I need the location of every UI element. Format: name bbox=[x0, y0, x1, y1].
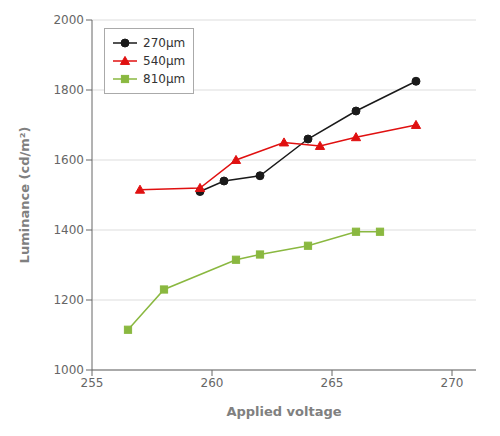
svg-text:Luminance (cd/m²): Luminance (cd/m²) bbox=[17, 127, 32, 264]
html-text:270μm: 270μm bbox=[143, 36, 186, 50]
svg-text:Applied voltage: Applied voltage bbox=[226, 404, 341, 419]
html-text:810μm: 810μm bbox=[143, 72, 186, 86]
svg-text:1800: 1800 bbox=[53, 83, 84, 97]
svg-text:1000: 1000 bbox=[53, 363, 84, 377]
svg-text:1200: 1200 bbox=[53, 293, 84, 307]
svg-text:260: 260 bbox=[201, 376, 224, 390]
svg-text:270: 270 bbox=[441, 376, 464, 390]
svg-text:1400: 1400 bbox=[53, 223, 84, 237]
html-text:540μm: 540μm bbox=[143, 54, 186, 68]
svg-text:2000: 2000 bbox=[53, 13, 84, 27]
svg-text:1600: 1600 bbox=[53, 153, 84, 167]
svg-text:255: 255 bbox=[81, 376, 104, 390]
svg-text:265: 265 bbox=[321, 376, 344, 390]
